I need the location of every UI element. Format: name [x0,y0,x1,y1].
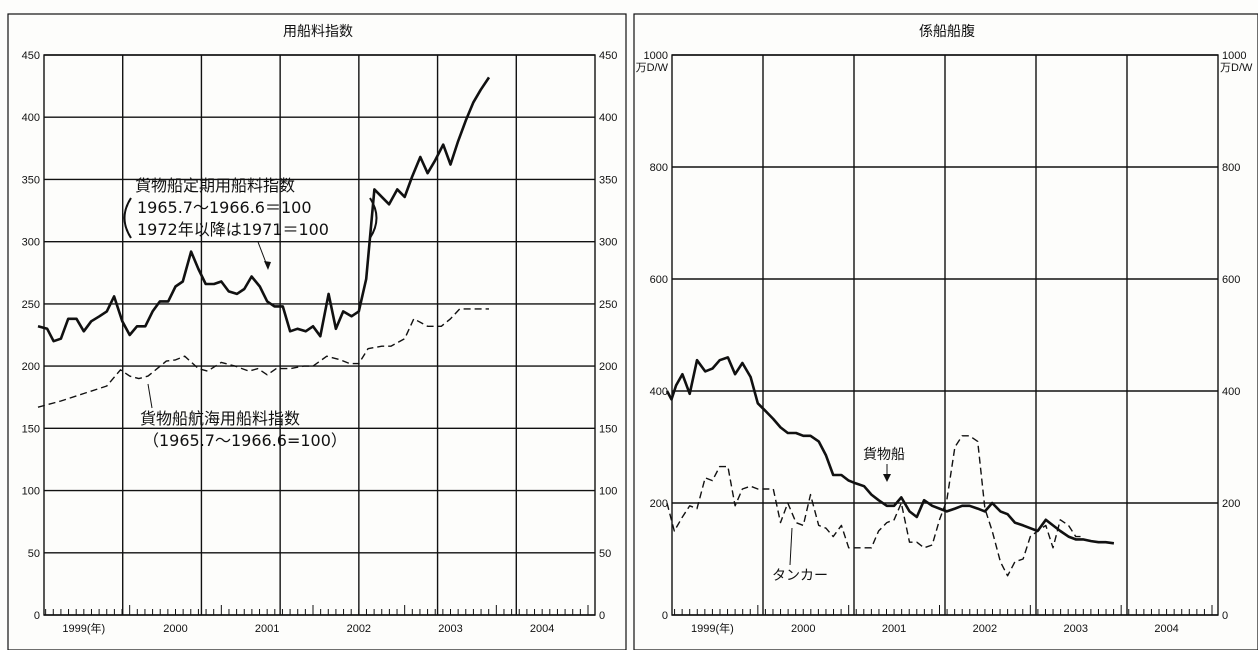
annotation-kokai-leader [147,383,153,409]
chart-title: 用船料指数 [283,24,353,40]
y-tick-label-left: 150 [22,423,40,435]
annotation-teiki-name: 貨物船定期用船料指数 [135,176,295,195]
chart-panel-1 [7,13,627,650]
y-tick-label-left: 0 [34,610,40,622]
y-tick-label-left: 0 [662,610,668,622]
y-tick-label-left: 800 [650,162,668,174]
x-tick-label: 1999(年) [691,621,734,635]
annotation-teiki-base2: 1972年以降は1971＝100 [137,220,329,239]
y-tick-label-right: 400 [599,112,617,124]
x-tick-label: 1999(年) [62,621,105,635]
annotation-teiki-base1: 1965.7～1966.6＝100 [137,198,312,217]
y-tick-label-right: 400 [1222,386,1240,398]
x-tick-label: 2000 [791,623,815,635]
panel-frame [7,13,627,650]
x-tick-label: 2004 [530,623,554,635]
y-tick-label-right: 600 [1222,274,1240,286]
y-tick-label-left: 400 [650,386,668,398]
y-tick-label-left: 300 [22,237,40,249]
y-tick-label-left: 50 [28,548,40,560]
y-tick-label-right: 200 [1222,498,1240,510]
x-tick-label: 2002 [347,623,371,635]
y-tick-label-right: 300 [599,237,617,249]
y-tick-label-right: 200 [599,361,617,373]
panel-frame [633,13,1258,650]
y-tick-label-left: 400 [22,112,40,124]
label-cargo: 貨物船 [863,446,905,463]
y-tick-label-left: 450 [22,50,40,62]
x-tick-label: 2001 [255,623,279,635]
y-tick-label-right: 350 [599,174,617,186]
annotation-teiki-arrow [264,261,271,270]
label-tanker-leader [789,527,793,566]
x-tick-label: 2001 [882,623,906,635]
series-line-1 [37,76,491,343]
annotation-kokai-base: （1965.7～1966.6=100） [143,431,347,450]
x-tick-label: 2003 [1064,623,1088,635]
y-tick-label-right: 0 [1222,610,1228,622]
y-tick-label-right: 1000 [1222,50,1246,62]
y-tick-label-left: 200 [22,361,40,373]
annotation-paren-right [369,197,378,239]
y-tick-label-left: 100 [22,486,40,498]
series-line-2 [37,308,489,408]
x-tick-label: 2004 [1154,623,1178,635]
annotation-paren-left [123,197,132,239]
y-tick-label-right: 0 [599,610,605,622]
label-cargo-arrow [883,474,891,482]
chart-title: 係船船腹 [919,23,975,40]
y-unit-label-right: 万D/W [1220,62,1253,74]
y-tick-label-left: 350 [22,174,40,186]
y-tick-label-right: 150 [599,423,617,435]
x-tick-label: 2002 [973,623,997,635]
series-line-2 [666,435,1083,577]
y-tick-label-left: 250 [22,299,40,311]
y-tick-label-right: 250 [599,299,617,311]
y-tick-label-left: 200 [650,498,668,510]
annotation-kokai-name: 貨物船航海用船料指数 [140,409,300,428]
chart-panel-2 [633,13,1258,650]
y-tick-label-left: 600 [650,274,668,286]
y-tick-label-right: 100 [599,486,617,498]
y-unit-label-left: 万D/W [636,62,669,74]
y-tick-label-right: 800 [1222,162,1240,174]
y-tick-label-right: 450 [599,50,617,62]
x-tick-label: 2003 [438,623,462,635]
y-tick-label-right: 50 [599,548,611,560]
label-tanker: タンカー [772,568,828,584]
y-tick-label-left: 1000 [644,50,668,62]
x-tick-label: 2000 [163,623,187,635]
